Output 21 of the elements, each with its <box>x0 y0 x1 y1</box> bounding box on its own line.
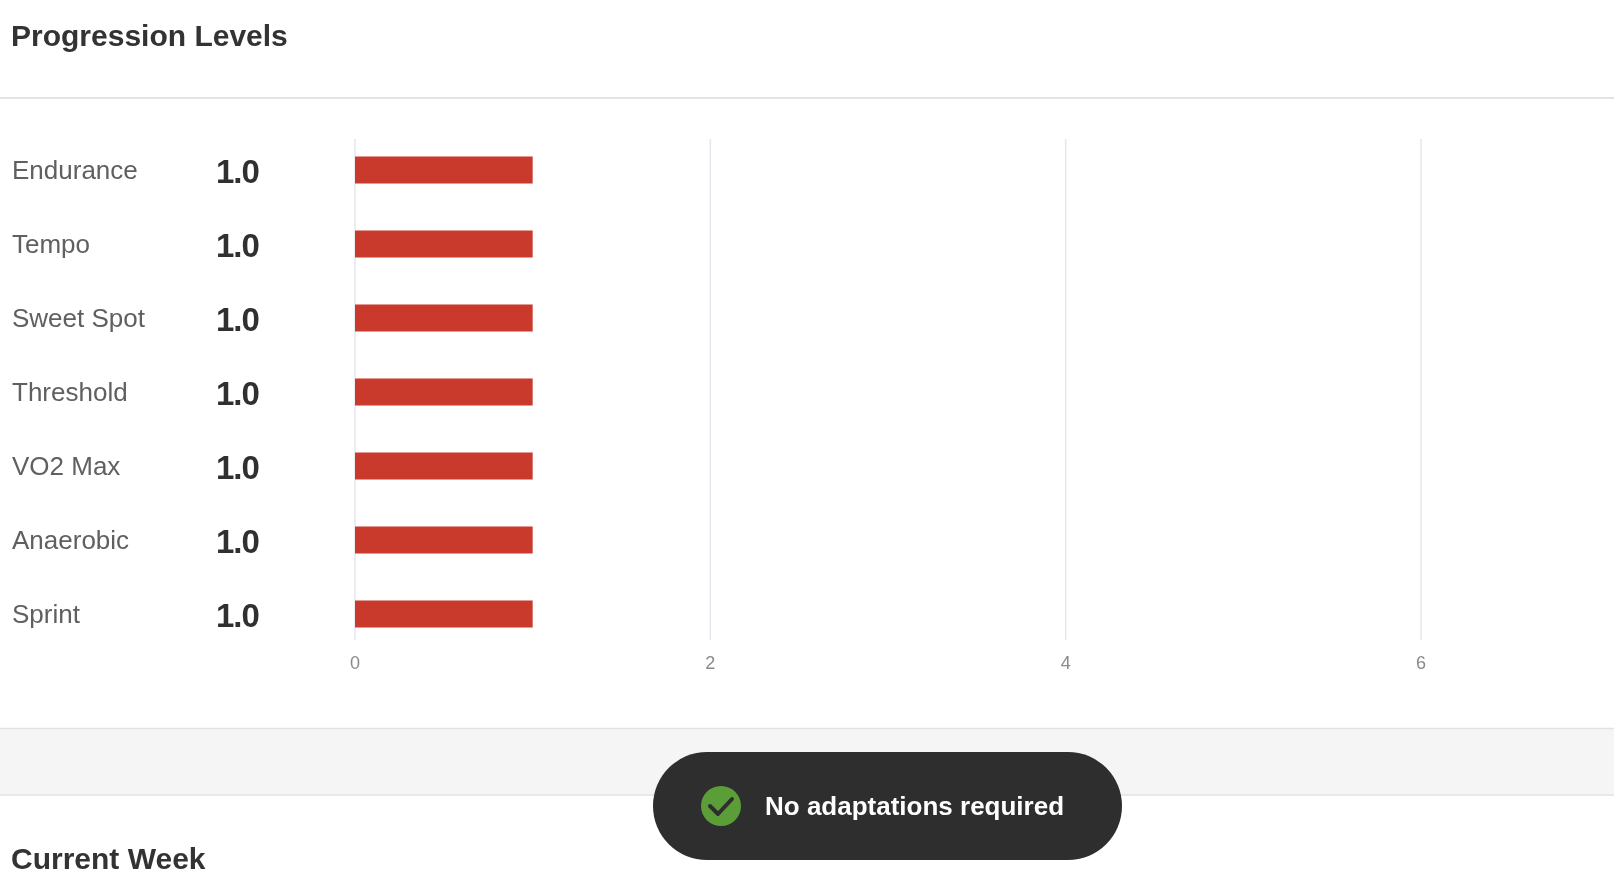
text: Current Week <box>11 842 206 874</box>
data-label: 1.0 <box>216 300 259 338</box>
y-tick-label: VO2 Max <box>12 451 121 481</box>
x-tick-label: 0 <box>349 653 361 673</box>
y-tick-label: Tempo <box>12 229 91 259</box>
data-label: 1.0 <box>216 152 259 190</box>
data-label: 1.0 <box>216 596 259 634</box>
data-label: 1.0 <box>216 448 259 486</box>
y-tick-label: Sweet Spot <box>12 303 146 333</box>
y-tick-label: Anaerobic <box>12 525 130 555</box>
data-label: 1.0 <box>216 374 259 412</box>
y-tick-label: Endurance <box>12 155 138 185</box>
chart-title: Progression Levels <box>11 19 288 52</box>
text: No adaptations required <box>765 791 1065 821</box>
x-tick-label: 6 <box>1415 653 1427 673</box>
data-label: 1.0 <box>216 522 259 560</box>
data-label: 1.0 <box>216 226 259 264</box>
x-tick-label: 2 <box>705 653 716 673</box>
x-tick-label: 4 <box>1060 653 1071 673</box>
y-tick-label: Threshold <box>12 377 128 407</box>
y-tick-label: Sprint <box>12 599 81 629</box>
